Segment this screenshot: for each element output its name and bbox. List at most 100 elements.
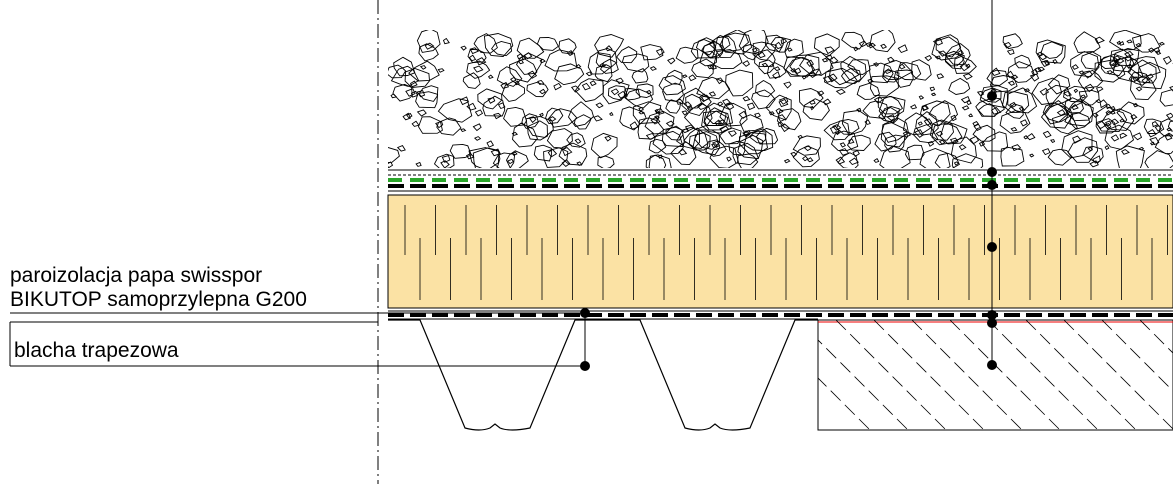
pebble — [398, 146, 406, 152]
pebble — [964, 74, 972, 80]
pebble — [473, 124, 481, 131]
pebble — [743, 96, 750, 100]
pebble — [512, 132, 517, 135]
pebble — [868, 79, 873, 82]
pebble — [1020, 107, 1025, 110]
stone — [1068, 138, 1098, 163]
stone — [857, 83, 879, 99]
stone — [715, 36, 736, 57]
stone — [1036, 40, 1065, 63]
stone — [987, 70, 1008, 85]
pebble — [810, 100, 815, 104]
pebble — [1120, 119, 1124, 122]
pebble — [668, 58, 675, 64]
stone — [574, 115, 591, 129]
pebble — [1079, 71, 1084, 74]
pebble — [610, 113, 613, 116]
pebble — [898, 45, 907, 53]
pebble — [1139, 147, 1143, 150]
pebble — [918, 122, 922, 125]
pebble — [1043, 131, 1051, 137]
pebble — [911, 105, 917, 109]
stone — [666, 100, 681, 113]
pebble — [540, 59, 545, 62]
stone — [880, 146, 910, 169]
pebble — [1167, 128, 1171, 131]
pebble — [508, 159, 514, 163]
pebble — [605, 136, 611, 141]
stone — [463, 73, 480, 89]
pebble — [826, 55, 832, 60]
stone — [527, 83, 548, 97]
stone — [916, 112, 939, 135]
stone — [598, 156, 614, 169]
pebble — [823, 58, 828, 62]
pebble — [778, 115, 785, 122]
stone — [1133, 34, 1161, 53]
label-vapor-1: paroizolacja papa swisspor — [10, 264, 262, 287]
pebble — [992, 107, 1001, 114]
label-vapor-2: BIKUTOP samoprzylepna G200 — [10, 288, 307, 311]
pebble — [881, 44, 886, 48]
pebble — [1004, 43, 1011, 49]
pebble — [962, 97, 970, 103]
stone — [1110, 30, 1142, 50]
pebble — [611, 89, 618, 95]
insulation — [388, 195, 1173, 308]
pebble — [386, 162, 392, 168]
pebble — [488, 98, 495, 104]
pebble — [940, 140, 945, 144]
pebble — [1012, 75, 1017, 79]
pebble — [729, 131, 737, 137]
stone — [1000, 111, 1030, 134]
stone — [546, 108, 563, 123]
stone — [492, 42, 512, 56]
pebble — [1081, 95, 1085, 98]
pebble — [1164, 57, 1172, 65]
pebble — [522, 57, 526, 60]
pebble — [418, 110, 427, 116]
pebble — [973, 122, 978, 126]
pebble — [1093, 113, 1098, 117]
pebble — [743, 61, 750, 67]
pebble — [606, 46, 612, 51]
stone — [493, 153, 514, 170]
pebble — [1097, 87, 1103, 92]
pebble — [1133, 133, 1141, 140]
pebble — [840, 149, 849, 156]
stone — [752, 90, 776, 109]
pebble — [487, 141, 493, 147]
pebble — [682, 111, 687, 115]
stone — [1105, 125, 1134, 149]
pebble — [590, 81, 596, 86]
pebble — [461, 129, 466, 132]
pebble — [967, 100, 971, 105]
pebble — [416, 162, 421, 166]
stone — [641, 45, 663, 60]
pebble — [1011, 128, 1017, 132]
stone — [842, 32, 865, 49]
pebble — [788, 48, 792, 51]
pebble — [596, 103, 603, 108]
label-sheet: blacha trapezowa — [14, 339, 179, 362]
stone — [676, 47, 698, 63]
pebble — [1111, 119, 1118, 125]
pebble — [955, 162, 959, 165]
stone — [537, 38, 558, 51]
pebble — [489, 75, 493, 78]
pebble — [853, 151, 859, 157]
pebble — [639, 107, 643, 110]
stone — [951, 137, 976, 163]
pebble — [630, 122, 638, 129]
stone — [419, 117, 443, 134]
pebble — [781, 39, 786, 44]
stone — [756, 128, 777, 144]
pebble — [1111, 135, 1118, 141]
pebble — [1120, 133, 1127, 138]
pebble — [438, 69, 444, 73]
pebble — [1030, 154, 1034, 157]
pebble — [587, 72, 592, 76]
pebble — [540, 89, 546, 93]
trapezoidal-sheet — [388, 320, 818, 430]
pebble — [874, 159, 879, 163]
